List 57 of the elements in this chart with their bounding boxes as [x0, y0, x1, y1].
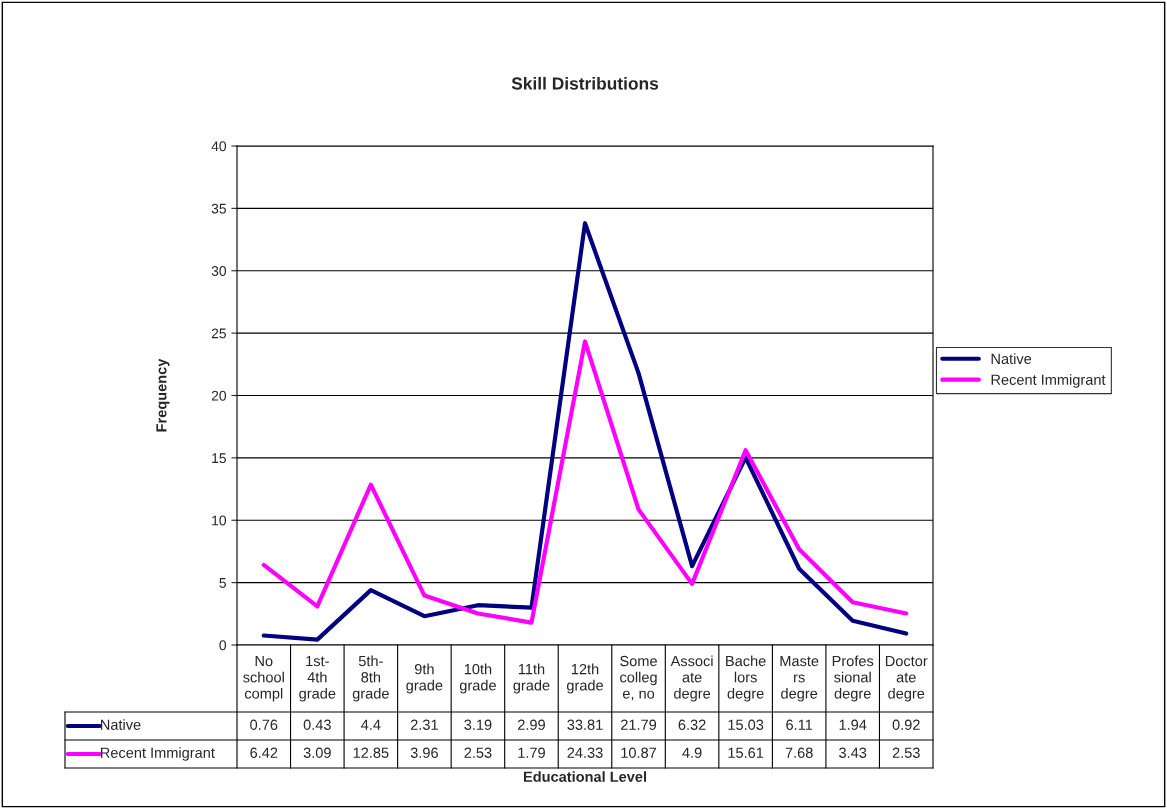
data-label: 0.76: [250, 719, 278, 730]
x-tick-label: Associ ate degre: [670, 655, 713, 702]
data-label: 12.85: [353, 747, 389, 758]
data-label: 3.19: [464, 719, 492, 730]
y-tick-label: 40: [211, 141, 227, 152]
y-tick-label: 25: [211, 328, 226, 339]
data-label: 6.11: [786, 719, 813, 730]
y-tick-label: 0: [219, 640, 227, 651]
text: Native: [101, 719, 141, 730]
x-tick-label: Doctor ate degre: [885, 656, 928, 702]
data-label: 0.92: [892, 719, 920, 730]
data-label: 2.99: [518, 719, 545, 730]
data-label: 3.09: [303, 747, 331, 758]
x-axis-title: Educational Level: [523, 771, 646, 782]
x-tick-label: 12th grade: [566, 663, 603, 694]
data-label: 4.4: [361, 719, 381, 730]
x-tick-label: No school compl: [243, 656, 284, 702]
legend-label: Recent Immigrant: [991, 374, 1106, 388]
x-tick-label: Bache lors degre: [726, 655, 766, 702]
data-label: 24.33: [567, 747, 603, 758]
data-label: 4.9: [682, 747, 702, 758]
y-tick-label: 10: [212, 515, 227, 526]
data-label: 21.79: [621, 719, 657, 730]
data-label: 3.43: [839, 747, 867, 758]
data-label: 2.53: [464, 747, 492, 758]
x-tick-label: 5th- 8th grade: [352, 655, 389, 702]
y-tick-label: 20: [211, 390, 227, 401]
data-label: 33.81: [567, 719, 603, 730]
data-label: 2.53: [892, 747, 920, 758]
data-label: 6.32: [678, 719, 706, 730]
x-tick-label: Profes sional degre: [832, 655, 874, 702]
legend-label: Native: [991, 353, 1032, 365]
data-label: 1.94: [839, 719, 867, 730]
x-tick-label: 9th grade: [406, 663, 443, 694]
y-tick-label: 30: [211, 266, 227, 276]
y-axis-title: Frequency: [156, 358, 170, 432]
x-tick-label: 10th grade: [459, 663, 496, 694]
text: Recent Immigrant: [101, 747, 215, 761]
data-label: 15.61: [728, 747, 764, 758]
data-label: 7.68: [785, 747, 813, 758]
data-label: 10.87: [621, 747, 657, 758]
x-tick-label: 1st- 4th grade: [299, 656, 336, 702]
y-tick-label: 15: [212, 453, 226, 464]
data-label: 1.79: [518, 747, 545, 758]
x-tick-label: Maste rs degre: [780, 656, 819, 702]
line-series: [261, 221, 909, 642]
y-tick-label: 35: [211, 203, 226, 214]
x-tick-label: Some colleg e, no: [620, 655, 657, 701]
data-label: 0.43: [303, 719, 331, 730]
y-tick-label: 5: [219, 578, 226, 588]
line-series: [261, 339, 909, 625]
data-label: 3.96: [410, 747, 438, 758]
x-tick-label: 11th grade: [513, 663, 550, 694]
data-label: 15.03: [728, 719, 764, 730]
data-label: 6.42: [250, 747, 278, 758]
data-label: 2.31: [410, 719, 438, 730]
chart-title: Skill Distributions: [511, 76, 659, 90]
